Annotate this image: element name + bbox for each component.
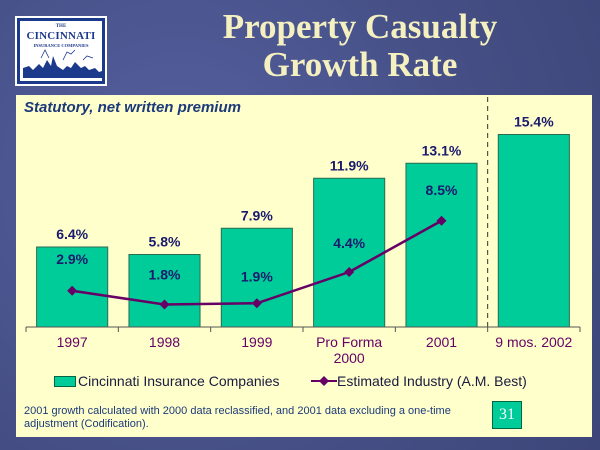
- skyline-icon: [23, 49, 105, 78]
- industry-label-3: 4.4%: [333, 235, 365, 251]
- industry-marker-0: [67, 285, 78, 296]
- legend-label-cincinnati: Cincinnati Insurance Companies: [78, 373, 280, 389]
- bar-label-3: 11.9%: [330, 157, 369, 173]
- x-tick-label-4: 2001: [426, 334, 457, 350]
- footnote: 2001 growth calculated with 2000 data re…: [24, 405, 451, 430]
- x-tick-label-3-1: 2000: [334, 350, 365, 366]
- x-tick-label-1: 1998: [149, 334, 180, 350]
- bar-label-4: 13.1%: [422, 142, 462, 158]
- bar-5: [497, 134, 570, 328]
- legend-label-industry: Estimated Industry (A.M. Best): [337, 373, 527, 389]
- bar-3: [313, 177, 386, 328]
- industry-marker-3: [344, 267, 355, 277]
- page-number: 31: [492, 401, 522, 429]
- industry-marker-4: [436, 215, 447, 226]
- title-line-2: Growth Rate: [262, 45, 458, 84]
- logo-the: THE: [55, 24, 67, 29]
- chart-subtitle: Statutory, net written premium: [24, 99, 241, 116]
- bar-label-2: 7.9%: [241, 207, 273, 223]
- industry-label-0: 2.9%: [56, 251, 88, 267]
- industry-label-4: 8.5%: [426, 182, 458, 198]
- legend-item-cincinnati: Cincinnati Insurance Companies: [54, 373, 280, 389]
- x-tick-label-2: 1999: [241, 334, 272, 350]
- bar-label-0: 6.4%: [56, 226, 88, 242]
- industry-label-1: 1.8%: [149, 267, 181, 283]
- industry-marker-1: [159, 299, 170, 310]
- x-tick-label-0: 1997: [57, 334, 88, 350]
- company-logo: THE CINCINNATI INSURANCE COMPANIES: [15, 16, 107, 86]
- slide-title: Property Casualty Growth Rate: [200, 8, 520, 84]
- legend-item-industry: Estimated Industry (A.M. Best): [311, 373, 527, 389]
- legend-line-marker-icon: [311, 376, 337, 386]
- bar-label-1: 5.8%: [149, 234, 181, 250]
- title-line-1: Property Casualty: [222, 7, 498, 46]
- bar-4: [405, 162, 478, 328]
- bar-label-5: 15.4%: [514, 114, 554, 130]
- bar-2: [220, 227, 293, 328]
- industry-label-2: 1.9%: [241, 268, 273, 284]
- logo-name: CINCINNATI: [26, 30, 96, 42]
- legend-bar-swatch: [54, 375, 76, 387]
- logo-subtitle: INSURANCE COMPANIES: [33, 43, 89, 48]
- industry-marker-2: [251, 298, 262, 309]
- x-tick-label-3: Pro Forma: [316, 334, 382, 350]
- x-tick-label-5: 9 mos. 2002: [495, 334, 572, 350]
- bar-line-chart: 6.4% 5.8% 7.9% 11.9% 13.1% 15.4% 1997 1998 1999 P…: [25, 97, 581, 366]
- chart-panel: Statutory, net written premium 6.4% 5.8% 7…: [16, 95, 592, 437]
- bar-1: [128, 254, 201, 328]
